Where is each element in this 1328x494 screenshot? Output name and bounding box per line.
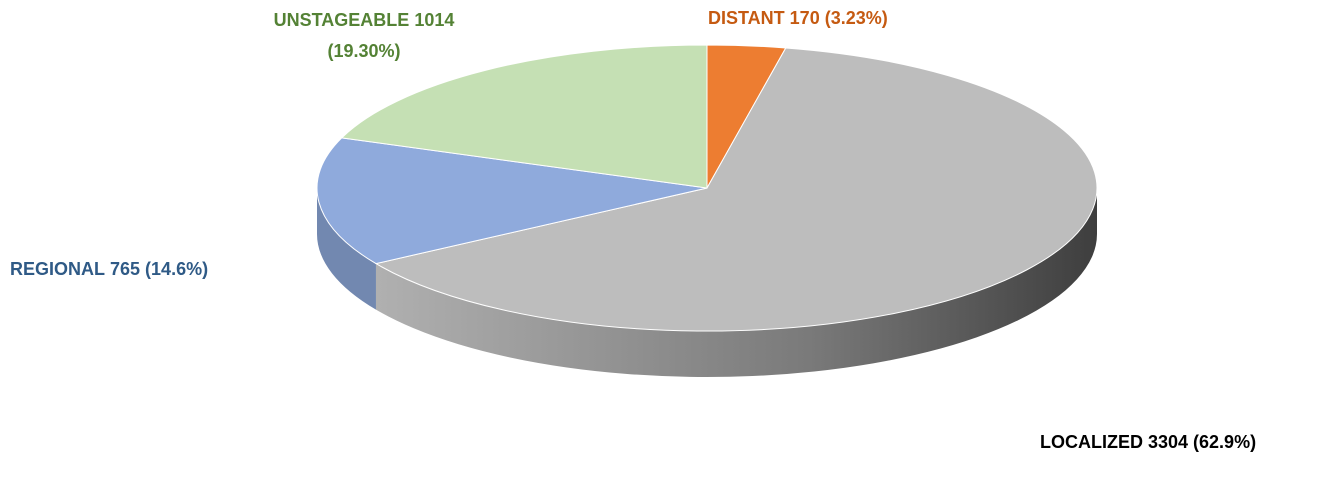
value-label: 1014 [414,10,454,30]
data-label: LOCALIZED 3304 (62.9%) [1040,432,1256,452]
category-label: DISTANT [708,8,785,28]
value-label: 765 (14.6%) [110,259,208,279]
pie-slice-side [317,188,376,310]
category-label: UNSTAGEABLE [274,10,410,30]
value-label: 170 (3.23%) [790,8,888,28]
category-label: REGIONAL [10,259,105,279]
data-label: REGIONAL 765 (14.6%) [10,259,208,279]
value-label: (19.30%) [327,41,400,61]
category-label: LOCALIZED [1040,432,1143,452]
value-label: 3304 (62.9%) [1148,432,1256,452]
pie-slice-side [375,188,1097,378]
pie-slice [374,47,1098,332]
pie-slice [316,137,708,265]
data-label: UNSTAGEABLE 1014 (19.30%) [274,10,455,61]
data-label: DISTANT 170 (3.23%) [708,8,888,28]
pie-slice [340,44,708,189]
